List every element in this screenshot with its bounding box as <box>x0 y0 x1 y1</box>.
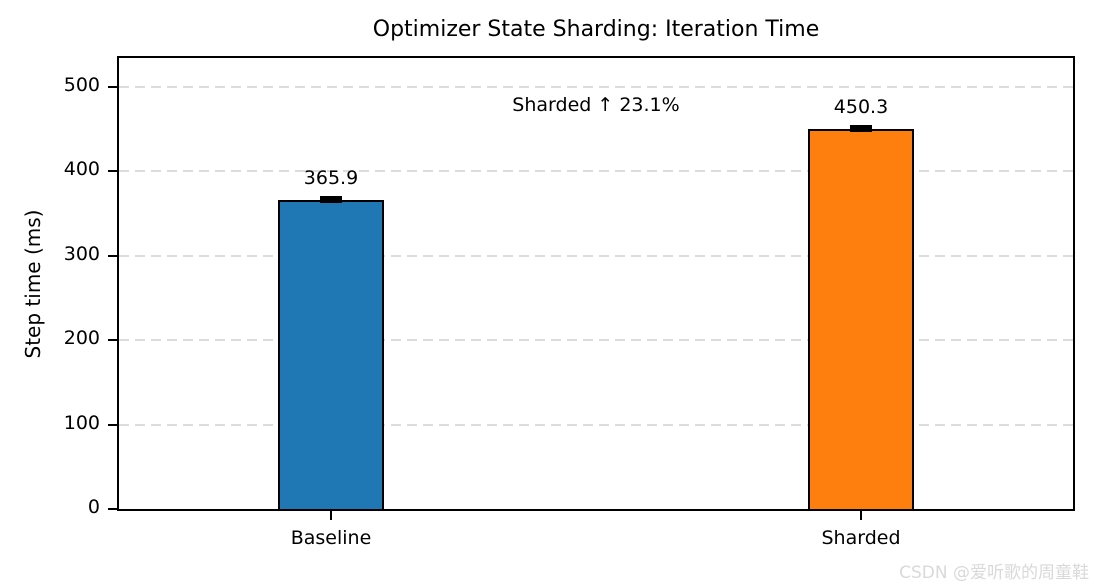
y-tick-mark <box>108 508 117 510</box>
y-tick-label: 300 <box>63 242 100 265</box>
y-tick-mark <box>108 85 117 88</box>
x-tick-label-sharded: Sharded <box>821 527 901 549</box>
y-tick-label: 500 <box>63 73 100 96</box>
y-tick-label: 0 <box>87 496 100 518</box>
y-tick-mark <box>108 423 117 426</box>
x-tick-mark <box>330 511 332 520</box>
annotation-sharded-increase: Sharded ↑ 23.1% <box>512 94 680 116</box>
y-tick-mark <box>108 339 117 342</box>
error-bar-baseline <box>320 195 342 203</box>
y-tick-label: 100 <box>63 411 100 434</box>
bar-value-sharded: 450.3 <box>833 95 889 118</box>
gridline-y-400 <box>119 170 1073 173</box>
gridline-y-500 <box>119 85 1073 88</box>
gridline-y-100 <box>119 423 1073 426</box>
gridline-y-300 <box>119 254 1073 257</box>
y-tick-label: 400 <box>63 158 100 181</box>
chart-title: Optimizer State Sharding: Iteration Time <box>372 17 820 42</box>
bar-baseline <box>278 199 384 509</box>
gridline-y-200 <box>119 339 1073 342</box>
x-tick-mark <box>860 511 862 520</box>
error-bar-sharded <box>850 124 872 132</box>
x-tick-label-baseline: Baseline <box>290 527 372 549</box>
watermark: CSDN @爱听歌的周童鞋 <box>899 563 1089 583</box>
bar-sharded <box>808 128 914 509</box>
y-tick-label: 200 <box>63 327 100 350</box>
bar-value-baseline: 365.9 <box>303 166 359 189</box>
y-tick-mark <box>108 170 117 173</box>
y-tick-mark <box>108 254 117 257</box>
plot-area: 365.9 450.3 <box>117 56 1075 511</box>
